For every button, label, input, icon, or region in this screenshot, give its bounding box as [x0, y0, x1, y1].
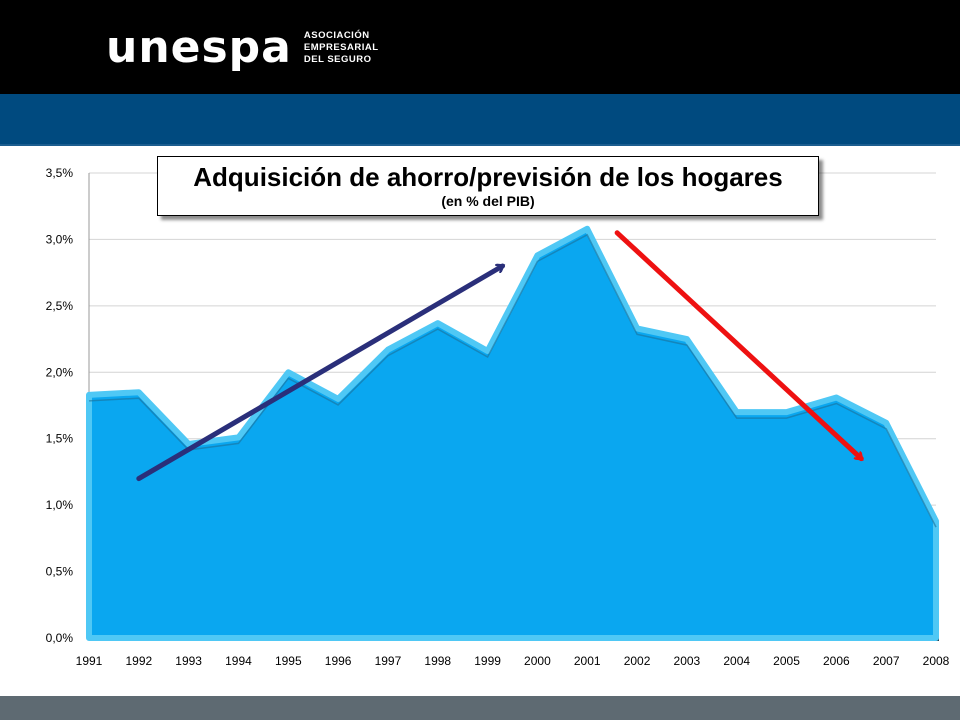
trend-arrows [136, 230, 864, 482]
unespa-logo: unespa ASOCIACIÓN EMPRESARIAL DEL SEGURO [106, 22, 379, 74]
x-tick-label: 2002 [624, 654, 651, 668]
x-tick-label: 2008 [923, 654, 950, 668]
y-tick-label: 1,0% [46, 498, 74, 512]
area-bevel [88, 233, 937, 528]
y-tick-label: 2,5% [46, 299, 74, 313]
logo-sub-line-1: ASOCIACIÓN [303, 30, 370, 41]
chart-subtitle: (en % del PIB) [441, 193, 535, 209]
header-bar: unespa ASOCIACIÓN EMPRESARIAL DEL SEGURO [0, 0, 960, 94]
x-tick-label: 1994 [225, 654, 252, 668]
x-tick-label: 1993 [175, 654, 202, 668]
x-tick-label: 2000 [524, 654, 551, 668]
falling-trend-arrow [614, 230, 864, 462]
x-tick-label: 1999 [474, 654, 501, 668]
x-tick-label: 1996 [325, 654, 352, 668]
header-band [0, 94, 960, 146]
logo-subtitle: ASOCIACIÓN EMPRESARIAL DEL SEGURO [304, 30, 379, 66]
x-tick-label: 1991 [76, 654, 103, 668]
x-tick-label: 1997 [375, 654, 402, 668]
x-axis-ticks: 1991 1992 1993 1994 1995 1996 1997 1998 1999 2000… [76, 654, 950, 668]
logo-text: unespa [106, 22, 292, 73]
y-tick-label: 3,0% [46, 232, 74, 246]
chart-title: Adquisición de ahorro/previsión de los h… [193, 162, 783, 192]
chart-title-box: Adquisición de ahorro/previsión de los h… [157, 156, 819, 216]
x-tick-label: 2005 [773, 654, 800, 668]
logo-sub-line-3: DEL SEGURO [303, 54, 372, 65]
x-tick-label: 2007 [873, 654, 900, 668]
y-tick-label: 1,5% [46, 432, 74, 446]
area-chart: 0,0%0,5%1,0%1,5%2,0%2,5%3,0%3,5% 1991 199… [46, 166, 950, 668]
footer-bar [0, 696, 960, 720]
x-tick-label: 2003 [674, 654, 701, 668]
y-tick-label: 0,5% [46, 565, 74, 579]
x-tick-label: 2006 [823, 654, 850, 668]
x-tick-label: 1998 [424, 654, 451, 668]
x-tick-label: 1992 [125, 654, 152, 668]
rising-trend-arrow [136, 266, 503, 482]
y-axis-ticks: 0,0% 0,5% 1,0% 1,5% 2,0% 2,5% 3,0% 3,5% [46, 166, 74, 645]
y-tick-label: 2,0% [46, 365, 74, 379]
x-tick-label: 1995 [275, 654, 302, 668]
logo-sub-line-2: EMPRESARIAL [303, 42, 379, 53]
y-tick-label: 3,5% [46, 166, 74, 180]
x-tick-label: 2004 [723, 654, 750, 668]
x-tick-label: 2001 [574, 654, 601, 668]
y-tick-label: 0,0% [46, 631, 74, 645]
